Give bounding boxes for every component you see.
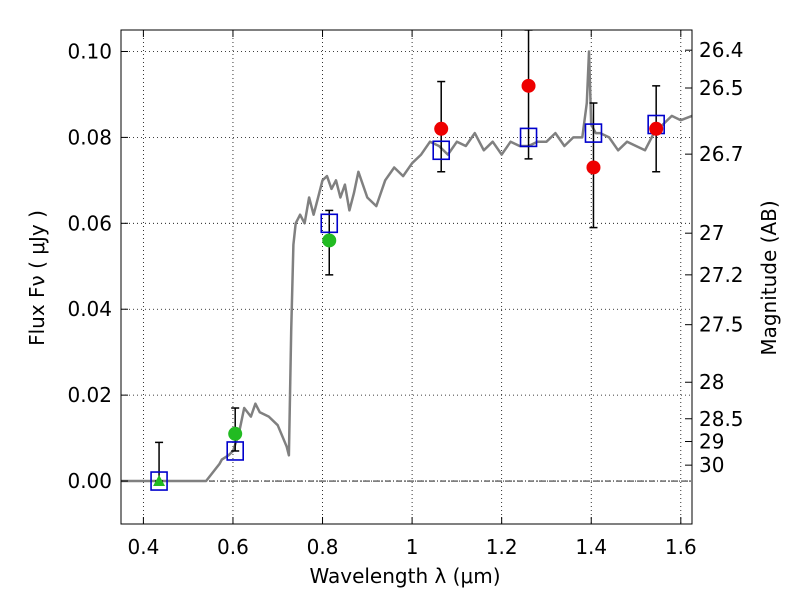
mag-tick-label: 27 bbox=[699, 221, 724, 245]
photometry-points bbox=[150, 30, 665, 491]
y-axis-label: Flux Fν ( μJy ) bbox=[25, 210, 49, 346]
measured-point bbox=[649, 121, 664, 136]
y-tick-label: 0.00 bbox=[67, 469, 112, 493]
y-tick-label: 0.04 bbox=[67, 297, 112, 321]
right-axis-label: Magnitude (AB) bbox=[757, 200, 781, 355]
mag-tick-label: 26.7 bbox=[699, 142, 744, 166]
x-axis-label: Wavelength λ (μm) bbox=[309, 564, 500, 588]
spectrum-line bbox=[121, 50, 692, 483]
mag-tick-label: 26.4 bbox=[699, 38, 744, 62]
x-tick-label: 1 bbox=[406, 535, 419, 559]
axis-ticks bbox=[121, 30, 692, 524]
plot-frame bbox=[120, 29, 693, 525]
model-band-square bbox=[432, 140, 451, 161]
upper-limit-marker bbox=[153, 475, 166, 487]
model-band-square bbox=[519, 127, 538, 148]
y-tick-label: 0.08 bbox=[67, 125, 112, 149]
x-tick-label: 0.6 bbox=[217, 535, 249, 559]
mag-tick-label: 26.5 bbox=[699, 76, 744, 100]
measured-point bbox=[521, 78, 536, 93]
mag-tick-label: 29 bbox=[699, 430, 724, 454]
mag-tick-label: 28 bbox=[699, 370, 724, 394]
model-band-square bbox=[584, 123, 603, 143]
x-tick-label: 0.8 bbox=[307, 535, 339, 559]
x-tick-label: 1.2 bbox=[486, 535, 518, 559]
model-band-square bbox=[320, 213, 339, 234]
model-band-square bbox=[226, 441, 244, 461]
x-tick-label: 0.4 bbox=[127, 535, 159, 559]
x-tick-label: 1.4 bbox=[575, 535, 607, 559]
mag-tick-label: 27.2 bbox=[699, 263, 744, 287]
y-tick-label: 0.06 bbox=[67, 211, 112, 235]
mag-tick-label: 30 bbox=[699, 453, 724, 477]
measured-point bbox=[434, 121, 449, 136]
tick-labels: 0.4 0.6 0.8 1 1.2 1.4 1.6 0.00 0.02 0.04 0.06 0.08 0… bbox=[67, 38, 743, 559]
measured-point bbox=[322, 233, 337, 248]
y-tick-label: 0.02 bbox=[67, 383, 112, 407]
mag-tick-label: 27.5 bbox=[699, 313, 744, 337]
model-band-square bbox=[150, 471, 168, 491]
model-spectrum bbox=[121, 50, 692, 483]
grid-lines bbox=[121, 30, 692, 524]
y-tick-label: 0.10 bbox=[67, 39, 112, 63]
measured-point bbox=[228, 426, 243, 441]
mag-tick-label: 28.5 bbox=[699, 407, 744, 431]
x-tick-label: 1.6 bbox=[665, 535, 697, 559]
measured-point bbox=[586, 160, 601, 175]
